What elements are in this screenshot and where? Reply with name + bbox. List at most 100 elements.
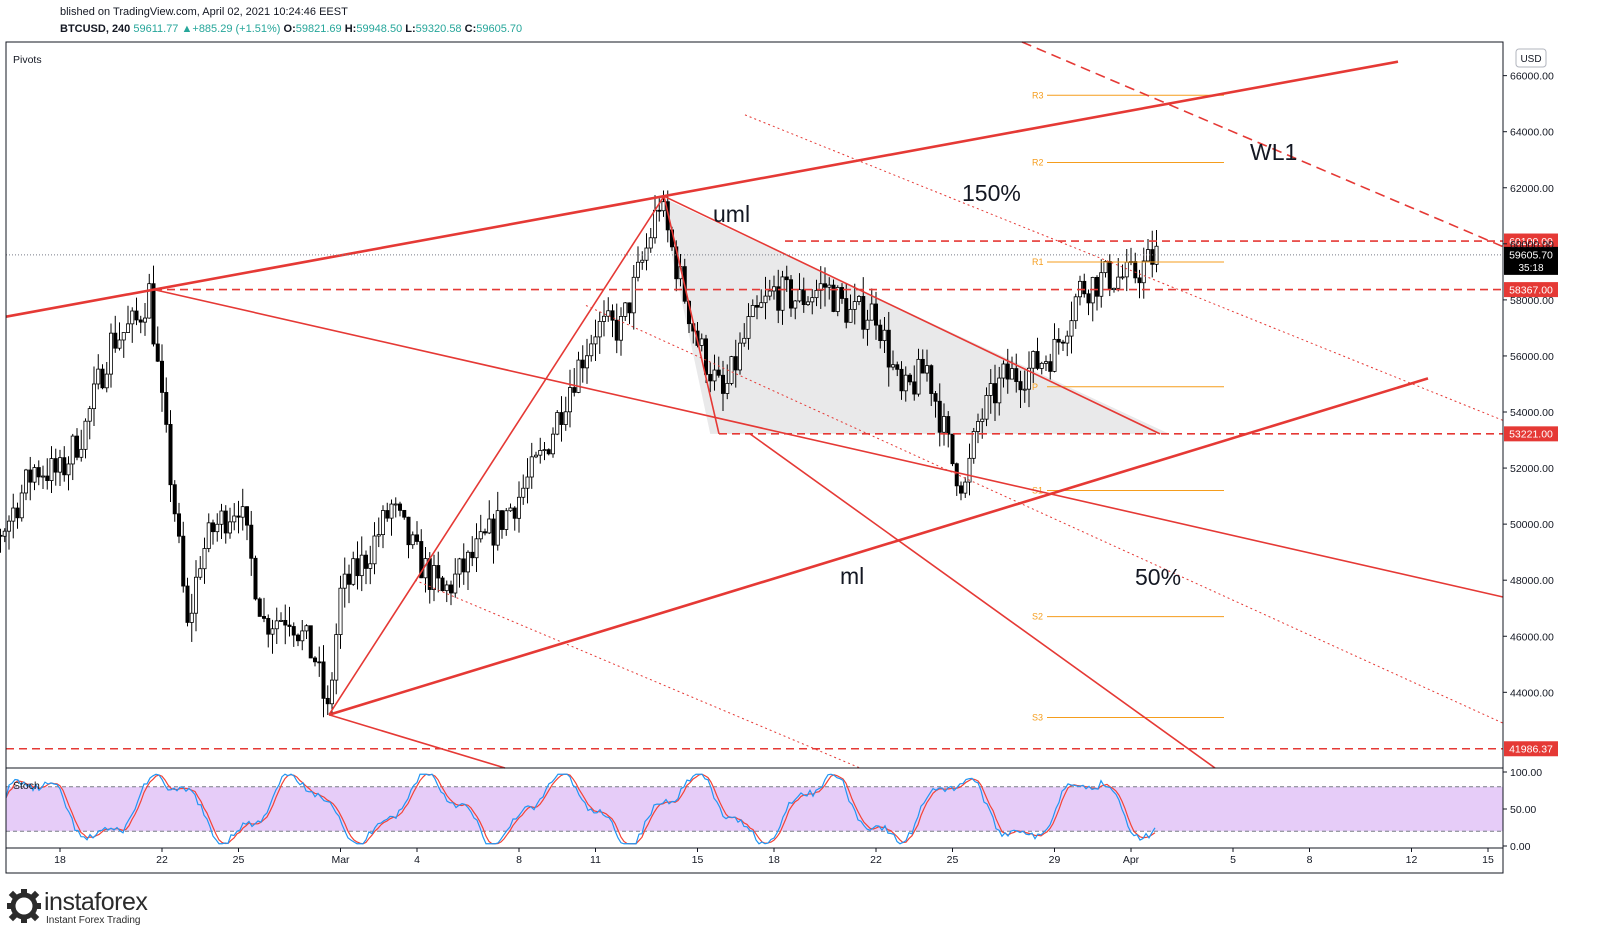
candle-up bbox=[219, 510, 224, 525]
x-tick-label: 12 bbox=[1406, 854, 1418, 866]
candle-up bbox=[865, 319, 870, 330]
candle-up bbox=[1052, 338, 1057, 372]
pitchfork-handle-up bbox=[328, 195, 665, 716]
candle-down bbox=[1150, 249, 1155, 265]
frame-layer bbox=[5, 41, 1504, 874]
candle-up bbox=[1112, 287, 1117, 291]
open-value: 59821.69 bbox=[295, 23, 342, 35]
y-tick-label: 52000.00 bbox=[1510, 463, 1554, 475]
pivot-label-r3: R3 bbox=[1032, 90, 1044, 100]
warning-line-lower bbox=[414, 579, 861, 769]
stoch-tick-label: 0.00 bbox=[1510, 841, 1531, 853]
candle-down bbox=[559, 412, 564, 425]
last-price: 59611.77 bbox=[133, 23, 179, 35]
candle-down bbox=[1137, 277, 1142, 284]
candle-down bbox=[491, 518, 496, 546]
pivot-label-r1: R1 bbox=[1032, 257, 1044, 267]
candle-down bbox=[266, 618, 271, 635]
candle-down bbox=[1056, 338, 1061, 343]
x-tick-label: 15 bbox=[1482, 854, 1494, 866]
x-tick-label: 18 bbox=[768, 854, 780, 866]
pivot-label-s3: S3 bbox=[1032, 713, 1043, 723]
candle-up bbox=[23, 469, 28, 494]
candle-down bbox=[954, 463, 959, 487]
candle-up bbox=[699, 338, 704, 346]
candle-down bbox=[295, 634, 300, 642]
pivot-label-p: P bbox=[1032, 382, 1038, 392]
ml-line bbox=[153, 288, 1504, 598]
candle-up bbox=[393, 503, 398, 506]
candle-up bbox=[189, 612, 194, 623]
candle-down bbox=[895, 364, 900, 370]
stoch-tick-label: 100.00 bbox=[1510, 767, 1542, 779]
candle-up bbox=[810, 297, 815, 303]
candle-down bbox=[1086, 293, 1091, 304]
annotations-layer: Pivots Stoch uml ml 150% 50% WL1 bbox=[13, 54, 1297, 792]
candle-up bbox=[495, 510, 500, 546]
candle-up bbox=[96, 368, 101, 385]
candle-down bbox=[950, 433, 955, 465]
candle-up bbox=[738, 342, 743, 371]
lower-pitchfork-leg bbox=[328, 713, 506, 769]
candle-down bbox=[172, 484, 177, 515]
candle-down bbox=[317, 661, 322, 664]
last-price-label: 59605.70 bbox=[1509, 249, 1553, 261]
candle-down bbox=[312, 657, 317, 663]
candle-up bbox=[563, 411, 568, 425]
candle-down bbox=[878, 324, 883, 341]
candle-down bbox=[1082, 280, 1087, 295]
candle-down bbox=[287, 624, 292, 627]
candle-down bbox=[1133, 261, 1138, 279]
logo-tagline: Instant Forex Trading bbox=[46, 915, 141, 926]
candle-up bbox=[351, 558, 356, 585]
annotation-ml: ml bbox=[840, 563, 864, 589]
candle-up bbox=[746, 316, 751, 339]
candle-up bbox=[602, 315, 607, 322]
symbol-ohlc-line: BTCUSD, 240 59611.77 ▲+885.29 (+1.51%) O… bbox=[60, 23, 522, 35]
candle-down bbox=[959, 485, 964, 494]
candle-up bbox=[984, 395, 989, 420]
candle-up bbox=[555, 412, 560, 435]
candle-up bbox=[70, 435, 75, 465]
candle-up bbox=[215, 523, 220, 533]
stoch-d-line bbox=[5, 773, 1156, 845]
uml-drop-leg bbox=[663, 195, 720, 435]
candle-down bbox=[244, 506, 249, 526]
candle-up bbox=[576, 359, 581, 393]
candle-up bbox=[104, 373, 109, 389]
candle-up bbox=[793, 300, 798, 309]
annotation-wl1: WL1 bbox=[1250, 139, 1297, 165]
x-tick-label: 22 bbox=[156, 854, 168, 866]
candle-up bbox=[997, 377, 1002, 404]
candle-up bbox=[487, 518, 492, 534]
candle-up bbox=[623, 302, 628, 317]
candle-up bbox=[661, 201, 666, 212]
candle-up bbox=[925, 365, 930, 374]
candle-down bbox=[346, 573, 351, 585]
candle-up bbox=[636, 261, 641, 278]
candle-down bbox=[993, 383, 998, 404]
candle-up bbox=[882, 329, 887, 341]
candle-down bbox=[15, 507, 20, 519]
candle-up bbox=[750, 305, 755, 317]
candle-down bbox=[253, 557, 258, 600]
y-tick-label: 62000.00 bbox=[1510, 183, 1554, 195]
candle-up bbox=[1120, 276, 1125, 279]
candle-down bbox=[164, 392, 169, 425]
annotation-50-percent: 50% bbox=[1135, 564, 1181, 590]
candle-up bbox=[117, 339, 122, 349]
candle-down bbox=[1035, 351, 1040, 369]
y-tick-label: 50000.00 bbox=[1510, 519, 1554, 531]
candle-down bbox=[844, 298, 849, 323]
candle-down bbox=[937, 400, 942, 433]
candle-up bbox=[640, 259, 645, 263]
instaforex-logo: instaforex Instant Forex Trading bbox=[4, 886, 180, 926]
candle-down bbox=[912, 381, 917, 395]
candle-down bbox=[402, 509, 407, 518]
candle-up bbox=[1039, 362, 1044, 369]
candle-up bbox=[202, 548, 207, 570]
candle-up bbox=[644, 247, 649, 261]
candle-down bbox=[470, 551, 475, 559]
candle-down bbox=[946, 416, 951, 435]
